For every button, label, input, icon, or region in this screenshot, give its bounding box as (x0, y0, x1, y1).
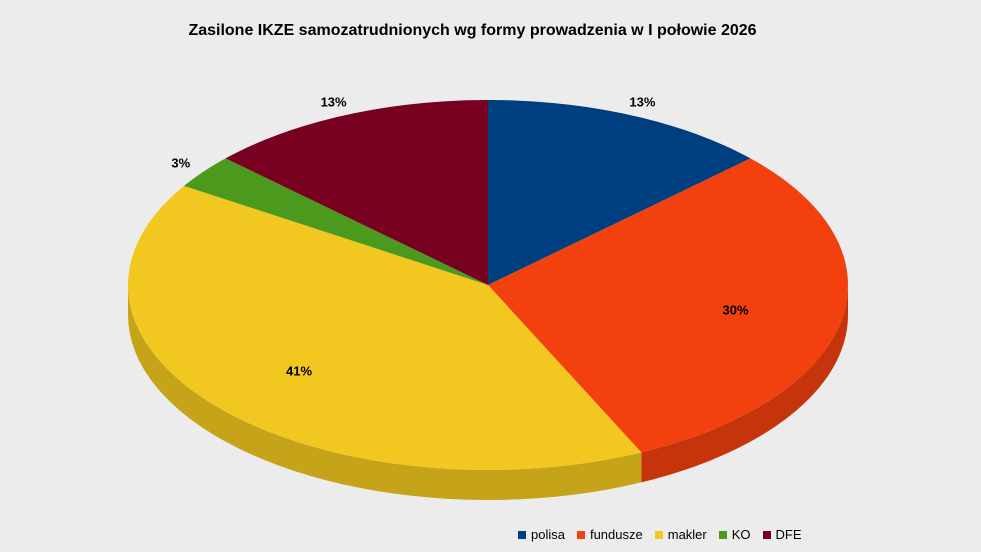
legend: polisa fundusze makler KO DFE (518, 527, 802, 542)
legend-item-fundusze: fundusze (576, 527, 643, 542)
legend-item-makler: makler (654, 527, 707, 542)
pie-slice-KO (184, 158, 489, 285)
data-label-makler: 41% (286, 364, 312, 379)
legend-label: DFE (775, 527, 802, 542)
legend-swatch (718, 530, 727, 539)
data-label-KO: 3% (171, 156, 190, 171)
legend-label: fundusze (589, 527, 643, 542)
pie-slice-fundusze (488, 158, 848, 453)
pie-side-makler (128, 285, 642, 500)
pie-side-walls (128, 285, 848, 500)
legend-item-polisa: polisa (518, 527, 565, 542)
chart-title: Zasilone IKZE samozatrudnionych wg formy… (188, 22, 757, 39)
data-label-polisa: 13% (629, 95, 655, 110)
legend-swatch (654, 530, 663, 539)
legend-item-KO: KO (718, 527, 751, 542)
legend-label: polisa (531, 527, 565, 542)
legend-swatch (518, 530, 526, 539)
data-label-fundusze: 30% (722, 302, 748, 317)
legend-item-DFE: DFE (762, 527, 802, 542)
legend-swatch (762, 530, 771, 539)
legend-label: makler (667, 527, 707, 542)
pie-slice-makler (128, 185, 642, 470)
data-label-DFE: 13% (321, 95, 347, 110)
legend-label: KO (731, 527, 751, 542)
pie-slice-polisa (488, 100, 751, 285)
pie-slice-DFE (225, 100, 488, 285)
legend-swatch (576, 530, 585, 539)
pie-side-fundusze (641, 285, 848, 483)
